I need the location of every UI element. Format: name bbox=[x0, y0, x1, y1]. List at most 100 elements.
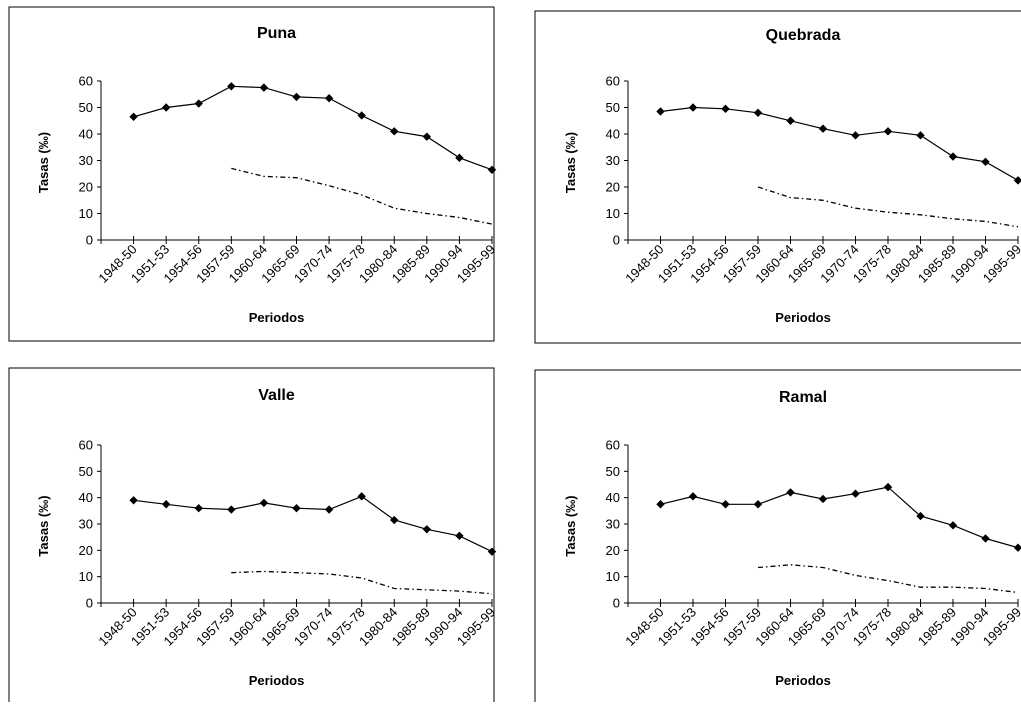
y-tick-label: 20 bbox=[606, 180, 620, 195]
y-tick-label: 30 bbox=[606, 153, 620, 168]
chart-panel-quebrada: Quebrada01020304050601948-501951-531954-… bbox=[534, 10, 1021, 344]
y-tick-label: 20 bbox=[79, 543, 93, 558]
data-point-marker bbox=[688, 492, 698, 501]
data-point-marker bbox=[324, 94, 334, 103]
data-point-marker bbox=[422, 132, 432, 141]
data-point-marker bbox=[916, 131, 925, 140]
data-point-marker bbox=[324, 505, 334, 514]
y-tick-label: 40 bbox=[79, 490, 93, 505]
data-point-marker bbox=[422, 525, 432, 534]
y-tick-label: 40 bbox=[606, 490, 620, 505]
chart-title: Valle bbox=[258, 387, 295, 404]
chart-frame bbox=[534, 369, 1021, 705]
data-point-marker bbox=[390, 127, 399, 136]
data-point-marker bbox=[161, 103, 171, 112]
data-point-marker bbox=[259, 498, 269, 508]
data-point-marker bbox=[948, 152, 958, 161]
y-tick-label: 10 bbox=[79, 206, 93, 221]
y-tick-label: 20 bbox=[79, 180, 93, 195]
data-point-marker bbox=[883, 482, 893, 492]
x-axis-title: Periodos bbox=[249, 310, 305, 325]
y-tick-label: 60 bbox=[79, 74, 93, 89]
y-tick-label: 0 bbox=[613, 233, 620, 248]
chart-frame bbox=[534, 10, 1021, 344]
y-tick-label: 30 bbox=[79, 517, 93, 532]
data-point-marker bbox=[455, 531, 464, 541]
data-point-marker bbox=[487, 547, 497, 556]
data-point-marker bbox=[259, 83, 269, 92]
x-axis-title: Periodos bbox=[249, 673, 305, 688]
data-point-marker bbox=[981, 157, 990, 167]
y-tick-label: 60 bbox=[606, 74, 620, 89]
y-tick-label: 10 bbox=[606, 569, 620, 584]
data-point-marker bbox=[455, 153, 464, 163]
series-line-1 bbox=[133, 495, 493, 553]
data-point-marker bbox=[292, 504, 301, 513]
series-line-1 bbox=[660, 106, 1019, 181]
y-tick-label: 20 bbox=[606, 543, 620, 558]
y-tick-label: 60 bbox=[79, 438, 93, 453]
data-point-marker bbox=[487, 165, 497, 174]
data-point-marker bbox=[753, 500, 763, 509]
data-point-marker bbox=[194, 99, 203, 108]
data-point-marker bbox=[916, 511, 925, 521]
data-point-marker bbox=[357, 111, 366, 120]
data-point-marker bbox=[818, 494, 828, 504]
y-axis-title: Tasas (‰) bbox=[563, 132, 578, 193]
data-point-marker bbox=[1013, 543, 1021, 552]
x-axis-title: Periodos bbox=[775, 310, 831, 325]
data-point-marker bbox=[883, 127, 893, 136]
data-point-marker bbox=[227, 505, 236, 514]
data-point-marker bbox=[129, 496, 138, 505]
y-tick-label: 60 bbox=[606, 438, 620, 453]
y-tick-label: 40 bbox=[606, 127, 620, 142]
data-point-marker bbox=[129, 112, 138, 121]
chart-title: Quebrada bbox=[766, 27, 841, 44]
chart-panel-valle: Valle01020304050601948-501951-531954-561… bbox=[8, 367, 498, 705]
data-point-marker bbox=[227, 82, 236, 91]
series-line-2 bbox=[231, 167, 493, 225]
data-point-marker bbox=[786, 488, 795, 497]
y-tick-label: 40 bbox=[79, 127, 93, 142]
data-point-marker bbox=[851, 489, 860, 498]
y-tick-label: 10 bbox=[606, 206, 620, 221]
chart-title: Puna bbox=[257, 25, 296, 42]
data-point-marker bbox=[948, 521, 958, 530]
series-line-1 bbox=[660, 486, 1019, 549]
data-point-marker bbox=[851, 131, 860, 140]
y-axis-title: Tasas (‰) bbox=[563, 495, 578, 556]
chart-frame bbox=[8, 367, 495, 705]
data-point-marker bbox=[161, 500, 171, 509]
data-point-marker bbox=[292, 92, 301, 102]
data-point-marker bbox=[721, 104, 730, 114]
y-tick-label: 50 bbox=[79, 464, 93, 479]
data-point-marker bbox=[721, 500, 730, 509]
y-tick-label: 50 bbox=[606, 464, 620, 479]
y-tick-label: 0 bbox=[86, 596, 93, 611]
data-point-marker bbox=[981, 534, 990, 543]
y-axis-title: Tasas (‰) bbox=[36, 132, 51, 193]
data-point-marker bbox=[194, 504, 203, 513]
y-tick-label: 50 bbox=[79, 100, 93, 115]
y-tick-label: 10 bbox=[79, 569, 93, 584]
data-point-marker bbox=[656, 107, 665, 116]
series-line-1 bbox=[133, 85, 493, 171]
data-point-marker bbox=[688, 103, 698, 112]
data-point-marker bbox=[656, 500, 665, 509]
y-tick-label: 0 bbox=[613, 596, 620, 611]
y-tick-label: 30 bbox=[606, 517, 620, 532]
chart-panel-ramal: Ramal01020304050601948-501951-531954-561… bbox=[534, 369, 1021, 705]
data-point-marker bbox=[390, 515, 399, 525]
data-point-marker bbox=[786, 116, 795, 125]
data-point-marker bbox=[357, 492, 366, 501]
chart-title: Ramal bbox=[779, 389, 827, 406]
x-axis-title: Periodos bbox=[775, 673, 831, 688]
data-point-marker bbox=[753, 108, 763, 117]
y-tick-label: 0 bbox=[86, 233, 93, 248]
data-point-marker bbox=[1013, 176, 1021, 185]
y-axis-title: Tasas (‰) bbox=[36, 495, 51, 556]
y-tick-label: 30 bbox=[79, 153, 93, 168]
y-tick-label: 50 bbox=[606, 100, 620, 115]
data-point-marker bbox=[818, 124, 828, 133]
